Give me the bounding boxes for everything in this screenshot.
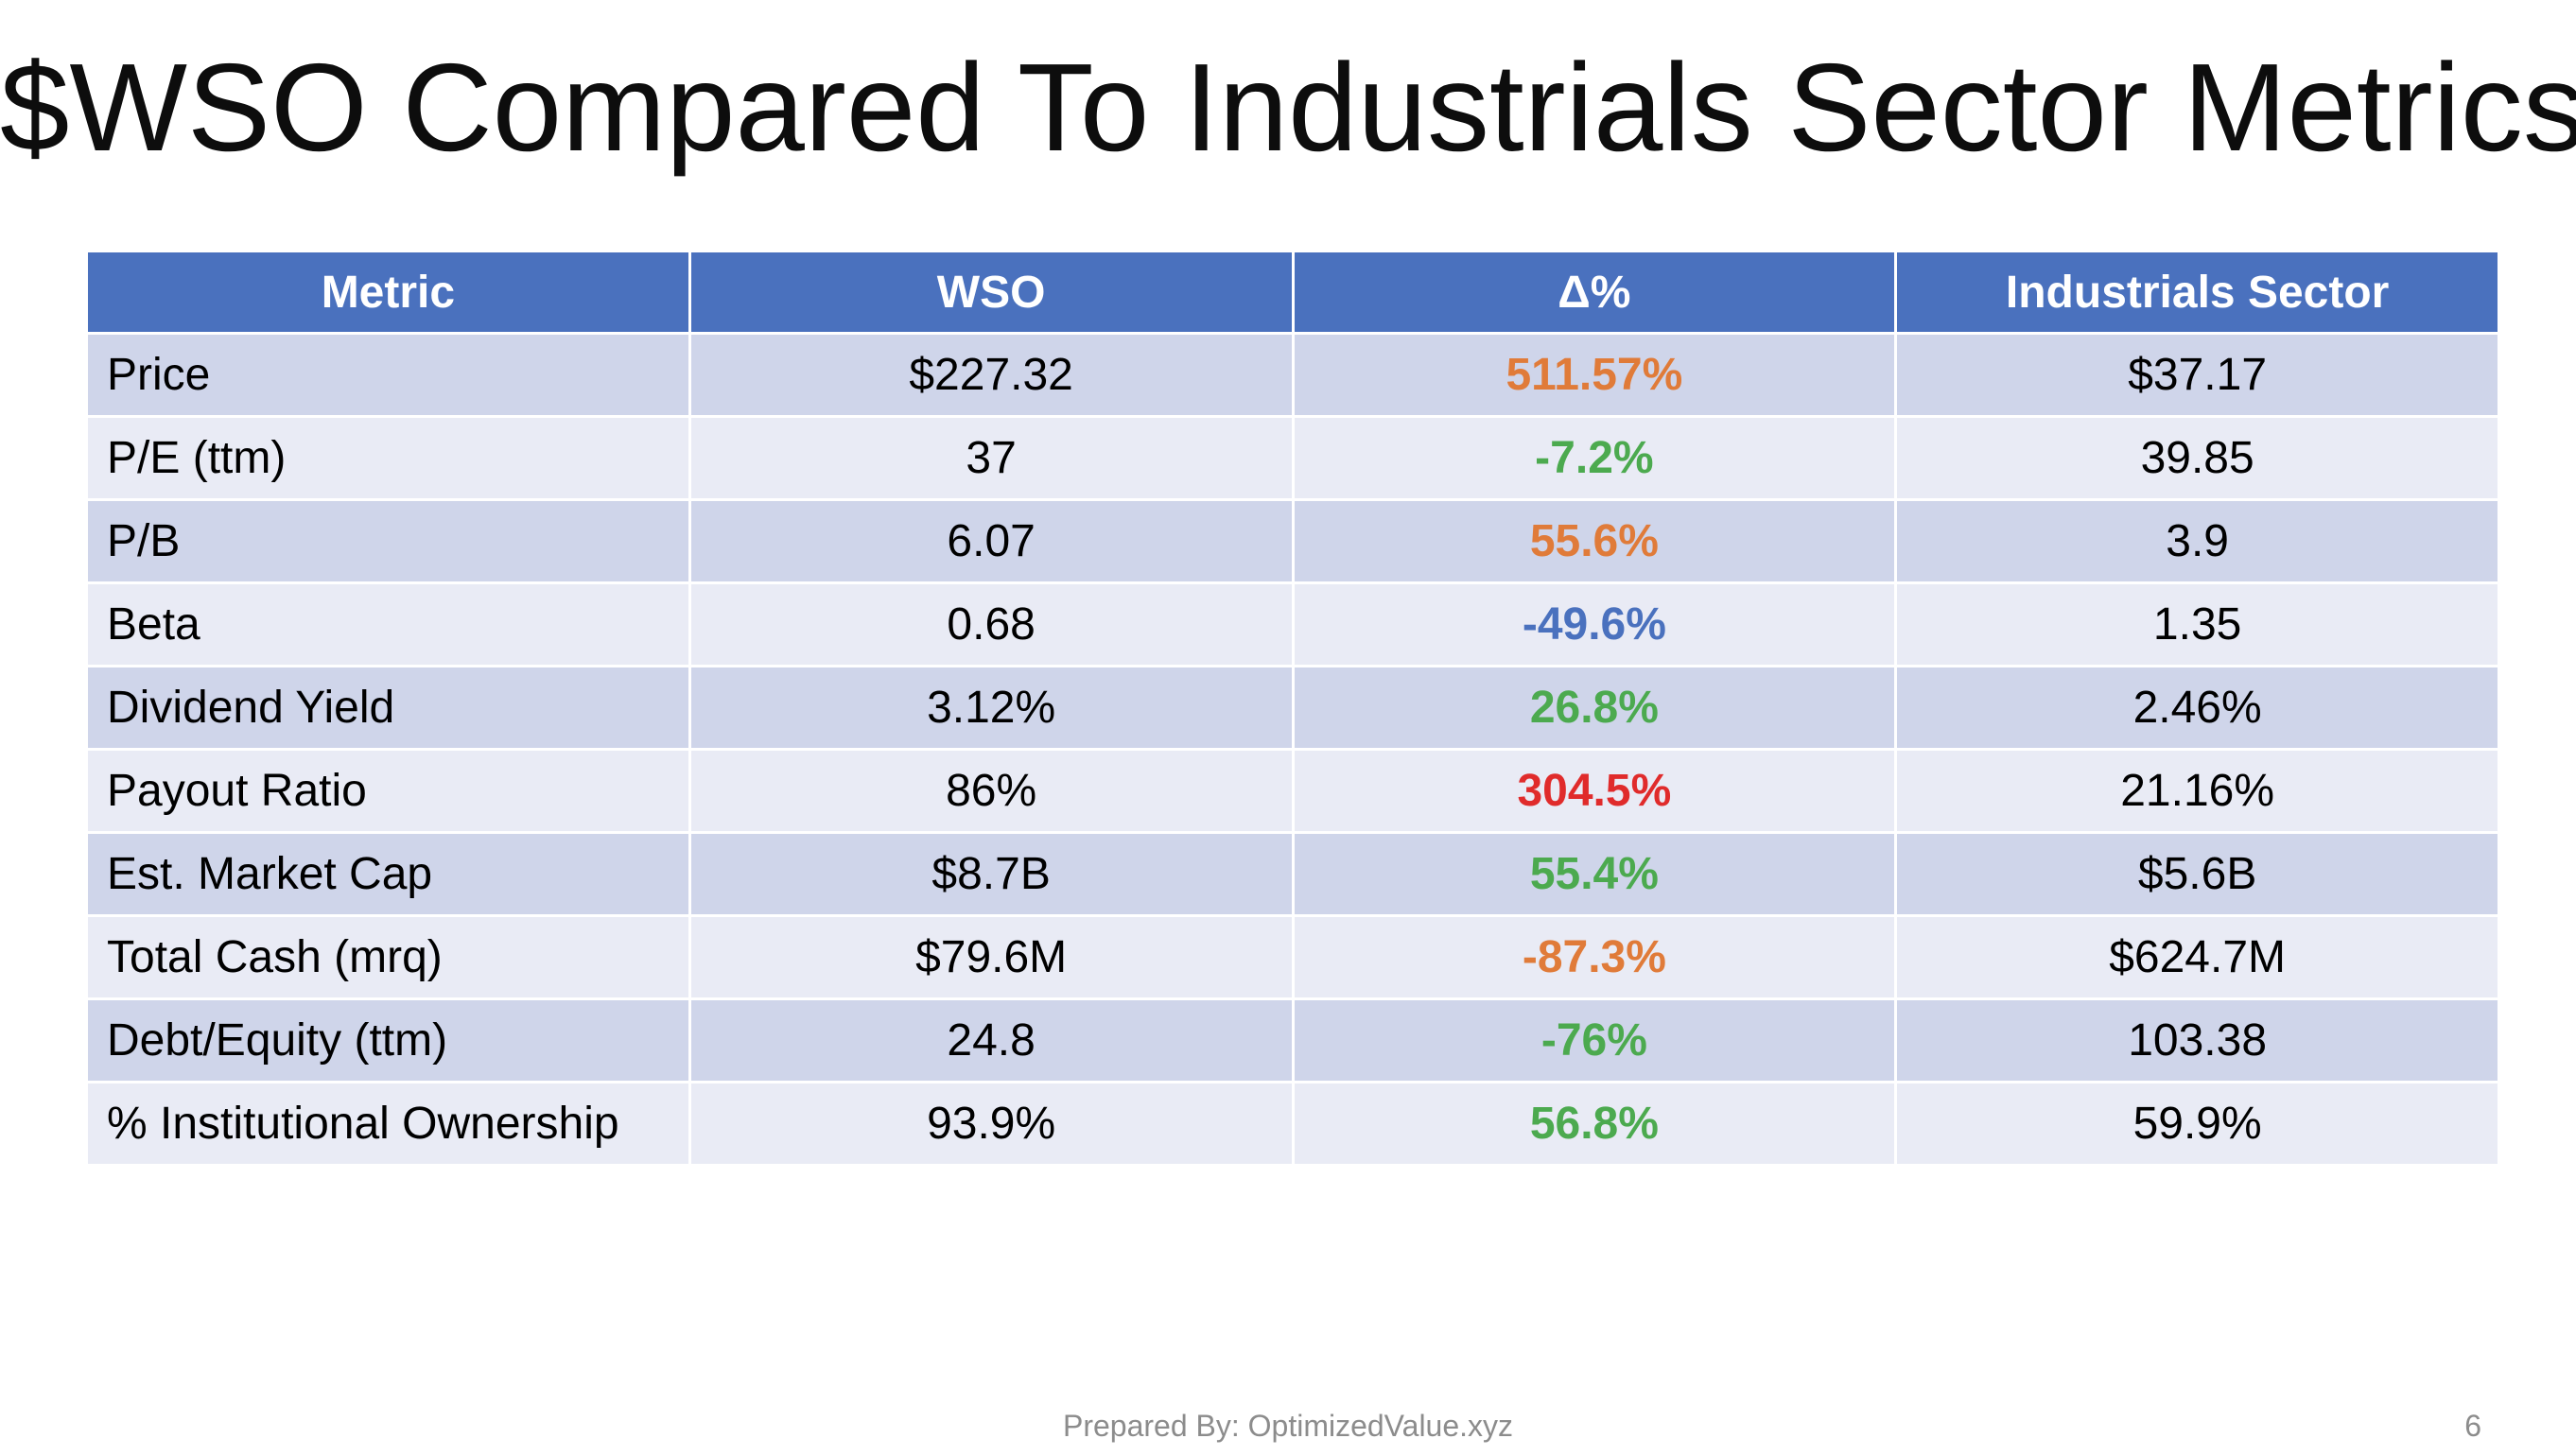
sector-cell: 3.9 <box>1894 498 2500 584</box>
sector-cell: $5.6B <box>1894 831 2500 917</box>
metric-cell: Total Cash (mrq) <box>85 914 691 1000</box>
metric-cell: Price <box>85 332 691 418</box>
delta-cell: -87.3% <box>1291 914 1898 1000</box>
table-row: Debt/Equity (ttm) 24.8 -76% 103.38 <box>85 997 2500 1083</box>
delta-cell: 55.4% <box>1291 831 1898 917</box>
wso-cell: 3.12% <box>688 665 1295 751</box>
delta-cell: 55.6% <box>1291 498 1898 584</box>
delta-cell: -76% <box>1291 997 1898 1083</box>
slide-title: $WSO Compared To Industrials Sector Metr… <box>0 38 2576 177</box>
delta-cell: -7.2% <box>1291 415 1898 501</box>
table-row: Dividend Yield 3.12% 26.8% 2.46% <box>85 665 2500 751</box>
header-delta: Δ% <box>1291 250 1898 335</box>
sector-cell: 21.16% <box>1894 748 2500 834</box>
metric-cell: Beta <box>85 581 691 667</box>
wso-cell: 6.07 <box>688 498 1295 584</box>
wso-cell: 24.8 <box>688 997 1295 1083</box>
table-row: Est. Market Cap $8.7B 55.4% $5.6B <box>85 831 2500 917</box>
wso-cell: $8.7B <box>688 831 1295 917</box>
metrics-table: Metric WSO Δ% Industrials Sector Price $… <box>85 250 2500 1167</box>
wso-cell: 0.68 <box>688 581 1295 667</box>
table-header-row: Metric WSO Δ% Industrials Sector <box>85 250 2500 335</box>
table-row: P/B 6.07 55.6% 3.9 <box>85 498 2500 584</box>
table-row: Payout Ratio 86% 304.5% 21.16% <box>85 748 2500 834</box>
header-wso: WSO <box>688 250 1295 335</box>
sector-cell: 103.38 <box>1894 997 2500 1083</box>
table-row: Beta 0.68 -49.6% 1.35 <box>85 581 2500 667</box>
metrics-table-container: Metric WSO Δ% Industrials Sector Price $… <box>85 250 2500 1167</box>
metric-cell: Dividend Yield <box>85 665 691 751</box>
delta-cell: -49.6% <box>1291 581 1898 667</box>
sector-cell: 59.9% <box>1894 1081 2500 1167</box>
metric-cell: Payout Ratio <box>85 748 691 834</box>
sector-cell: 1.35 <box>1894 581 2500 667</box>
page-number: 6 <box>2464 1409 2481 1443</box>
metric-cell: Debt/Equity (ttm) <box>85 997 691 1083</box>
table-row: % Institutional Ownership 93.9% 56.8% 59… <box>85 1081 2500 1167</box>
delta-cell: 56.8% <box>1291 1081 1898 1167</box>
metric-cell: P/E (ttm) <box>85 415 691 501</box>
delta-cell: 511.57% <box>1291 332 1898 418</box>
wso-cell: $79.6M <box>688 914 1295 1000</box>
wso-cell: 86% <box>688 748 1295 834</box>
wso-cell: 37 <box>688 415 1295 501</box>
table-row: Total Cash (mrq) $79.6M -87.3% $624.7M <box>85 914 2500 1000</box>
header-sector: Industrials Sector <box>1894 250 2500 335</box>
wso-cell: 93.9% <box>688 1081 1295 1167</box>
delta-cell: 304.5% <box>1291 748 1898 834</box>
wso-cell: $227.32 <box>688 332 1295 418</box>
table-row: P/E (ttm) 37 -7.2% 39.85 <box>85 415 2500 501</box>
sector-cell: $37.17 <box>1894 332 2500 418</box>
delta-cell: 26.8% <box>1291 665 1898 751</box>
table-row: Price $227.32 511.57% $37.17 <box>85 332 2500 418</box>
metric-cell: Est. Market Cap <box>85 831 691 917</box>
footer-prepared-by: Prepared By: OptimizedValue.xyz <box>1062 1409 1514 1443</box>
sector-cell: $624.7M <box>1894 914 2500 1000</box>
header-metric: Metric <box>85 250 691 335</box>
sector-cell: 2.46% <box>1894 665 2500 751</box>
metric-cell: % Institutional Ownership <box>85 1081 691 1167</box>
sector-cell: 39.85 <box>1894 415 2500 501</box>
metric-cell: P/B <box>85 498 691 584</box>
